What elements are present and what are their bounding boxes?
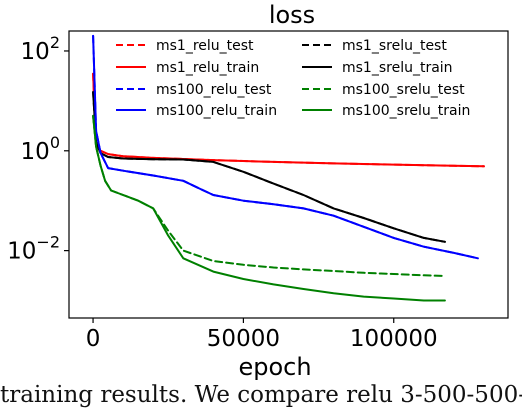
y-tick-label: 100 [21,133,60,165]
x-axis: 0 50000 100000 [86,318,438,352]
legend-label: ms1_relu_train [156,60,259,76]
legend-label: ms1_srelu_train [342,60,453,76]
series-line-ms1-srelu-train [92,91,446,243]
legend-label: ms1_srelu_test [342,38,447,54]
legend: ms1_relu_test ms1_relu_train ms100_relu_te… [116,38,470,119]
series-line-ms100-relu-train [92,34,479,260]
chart-title: loss [269,1,315,29]
loss-chart: loss 102 100 10−2 0 50000 100000 epoch ms1_r… [7,1,509,381]
plot-frame [68,30,509,319]
legend-label: ms1_relu_test [156,38,254,54]
legend-label: ms100_relu_test [156,82,272,98]
x-tick-label: 0 [86,326,101,352]
series-line-ms100-srelu-train [92,114,446,302]
legend-label: ms100_srelu_test [342,82,465,98]
x-axis-label: epoch [238,353,311,381]
y-tick-label: 10−2 [7,233,60,265]
plot-area [68,30,509,319]
x-tick-label: 100000 [350,326,438,352]
y-axis: 102 100 10−2 [7,33,69,265]
x-tick-label: 50000 [207,326,280,352]
y-tick-label: 102 [21,33,60,65]
figure-caption: training results. We compare relu 3-500-… [0,382,522,408]
series-line-ms100-srelu-test [92,114,446,277]
legend-label: ms100_srelu_train [342,103,470,119]
legend-label: ms100_relu_train [156,103,277,119]
